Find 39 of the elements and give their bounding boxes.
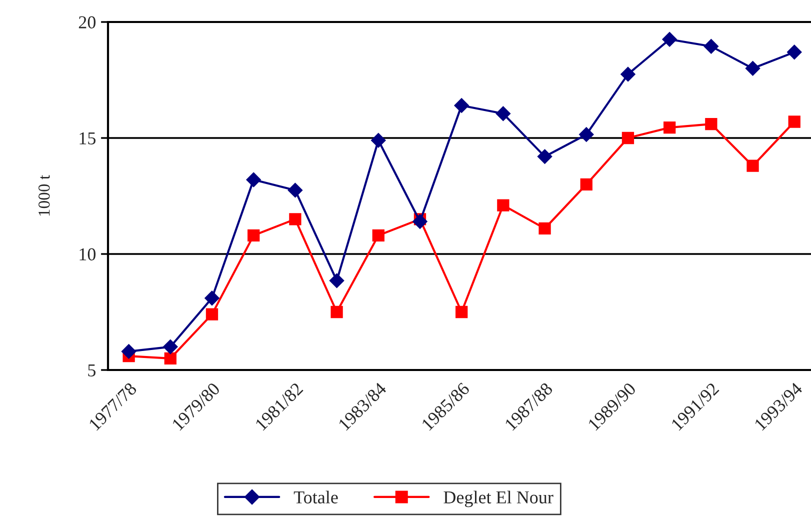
point — [206, 308, 218, 320]
point — [537, 149, 552, 164]
point — [662, 32, 677, 47]
point — [704, 38, 719, 54]
point — [246, 172, 261, 188]
point — [248, 229, 260, 242]
point — [370, 132, 386, 148]
point — [329, 273, 344, 288]
y-tick-label: 15 — [80, 132, 96, 144]
y-axis-title: 1000 t — [38, 175, 50, 216]
point — [745, 61, 760, 76]
legend-label: Deglet El Nour — [444, 490, 554, 508]
legend-label: Totale — [294, 490, 338, 504]
point — [620, 66, 636, 82]
point — [663, 121, 676, 134]
point — [788, 116, 800, 128]
point — [496, 106, 511, 122]
point — [578, 127, 594, 142]
y-tick-label: 5 — [88, 364, 96, 376]
point — [412, 214, 428, 229]
y-tick-label: 10 — [80, 248, 96, 260]
point — [456, 306, 468, 318]
point — [121, 344, 136, 359]
point — [164, 352, 176, 364]
point — [622, 132, 634, 144]
y-tick-label: 20 — [78, 16, 96, 28]
point — [538, 222, 551, 235]
point — [204, 290, 220, 306]
point — [580, 178, 592, 190]
point — [163, 339, 178, 354]
point — [746, 160, 759, 172]
point — [705, 118, 718, 130]
point — [454, 98, 469, 113]
point — [288, 182, 303, 198]
point — [497, 199, 510, 212]
point — [289, 213, 302, 226]
point — [330, 306, 343, 318]
point — [372, 229, 384, 242]
point — [786, 44, 802, 60]
